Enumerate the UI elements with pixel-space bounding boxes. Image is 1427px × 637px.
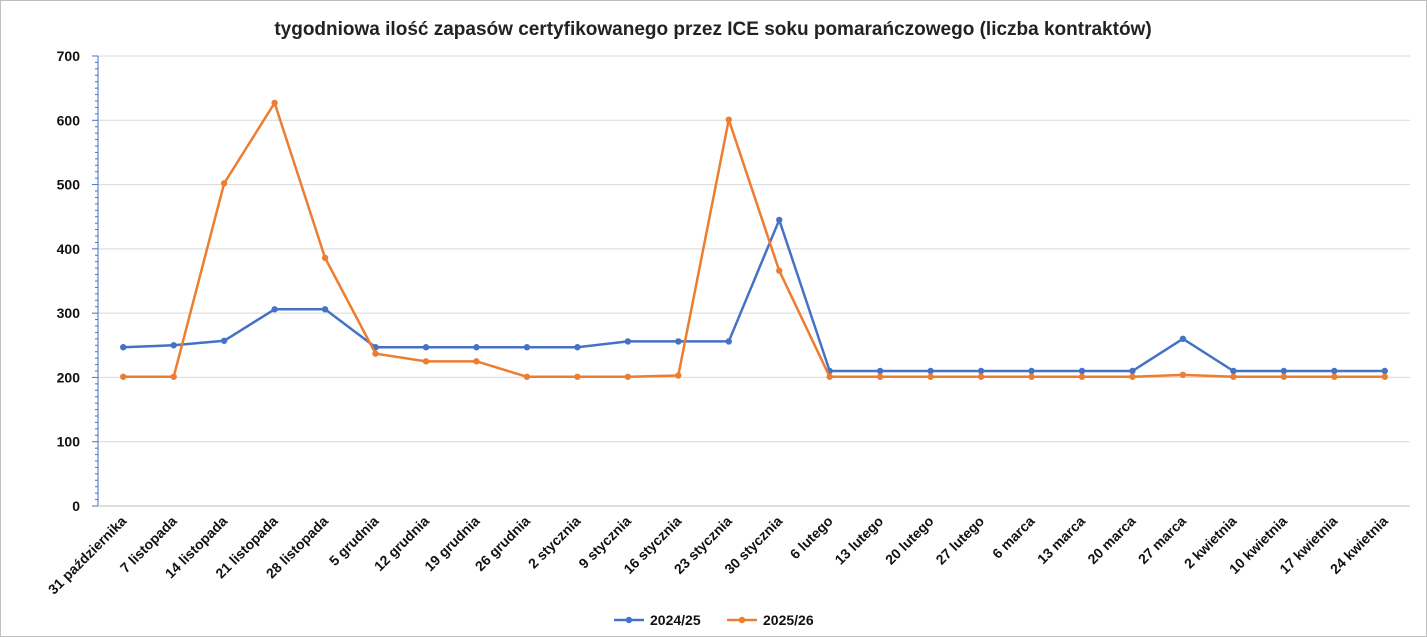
data-point [927, 373, 934, 380]
y-tick-label: 300 [57, 305, 81, 321]
data-point [321, 254, 329, 262]
x-tick-label: 2 stycznia [525, 513, 584, 572]
data-point [473, 358, 480, 365]
data-point [120, 373, 127, 380]
data-point [1179, 371, 1187, 379]
y-tick-label: 500 [57, 177, 81, 193]
data-point [473, 344, 480, 351]
legend-marker [738, 616, 746, 624]
data-point [523, 344, 531, 351]
data-point [372, 350, 379, 357]
series-layer [120, 99, 1388, 380]
data-point [574, 344, 581, 351]
legend-label: 2025/26 [763, 612, 814, 628]
data-point [422, 344, 430, 351]
data-point [624, 373, 632, 380]
x-tick-label: 20 lutego [882, 513, 937, 568]
data-point [1230, 367, 1237, 375]
x-tick-label: 20 marca [1084, 513, 1138, 567]
data-point [271, 306, 278, 313]
data-point [725, 116, 732, 123]
data-point [170, 342, 177, 349]
data-point [1381, 373, 1388, 380]
data-point [1280, 373, 1288, 380]
gridlines [98, 55, 1410, 443]
data-point [876, 373, 884, 380]
data-point [675, 338, 682, 345]
data-point [776, 216, 783, 224]
x-tick-label: 13 lutego [831, 513, 886, 568]
data-point [624, 338, 632, 345]
data-point [523, 373, 531, 380]
data-point [1331, 367, 1338, 375]
data-point [927, 367, 934, 375]
y-tick-label: 200 [57, 369, 81, 385]
data-point [1331, 373, 1338, 380]
y-tick-label: 0 [72, 498, 80, 514]
data-point [675, 372, 682, 379]
data-point [876, 367, 884, 375]
data-point [1179, 335, 1187, 343]
y-tick-label: 700 [57, 48, 81, 64]
data-point [422, 358, 430, 365]
data-point [826, 373, 833, 380]
data-point [120, 344, 127, 351]
data-point [1028, 367, 1035, 375]
data-point [220, 337, 228, 344]
legend-label: 2024/25 [650, 612, 701, 628]
series-1 [120, 216, 1388, 375]
legend: 2024/25 2025/26 [614, 612, 814, 628]
y-axis: 0 100 200 300 400 500 600 700 [57, 48, 99, 514]
data-point [220, 180, 228, 187]
x-tick-label: 26 grudnia [472, 513, 534, 575]
data-point [1129, 367, 1136, 375]
legend-item: 2025/26 [727, 612, 814, 628]
series-line [123, 218, 1385, 373]
data-point [170, 373, 177, 380]
data-point [1078, 367, 1086, 375]
data-point [1028, 373, 1035, 380]
series-2 [120, 99, 1388, 380]
data-point [1230, 373, 1237, 380]
y-tick-label: 400 [57, 241, 81, 257]
data-point [776, 267, 783, 274]
data-point [574, 373, 581, 380]
data-point [1078, 373, 1086, 380]
data-point [271, 99, 278, 107]
x-tick-label: 27 lutego [932, 513, 987, 568]
x-tick-label: 31 października [45, 513, 130, 598]
data-point [1280, 367, 1288, 375]
chart-title: tygodniowa ilość zapasów certyfikowanego… [274, 19, 1151, 40]
data-point [725, 338, 732, 345]
data-point [321, 306, 329, 313]
x-tick-label: 6 marca [989, 513, 1038, 562]
data-point [977, 367, 985, 375]
y-tick-label: 100 [57, 434, 81, 450]
series-line [123, 101, 1385, 379]
data-point [977, 373, 985, 380]
legend-marker [625, 616, 633, 624]
data-point [1129, 373, 1136, 380]
legend-item: 2024/25 [614, 612, 701, 628]
x-tick-label: 6 lutego [787, 513, 836, 562]
y-tick-label: 600 [57, 112, 81, 128]
data-point [1381, 367, 1388, 375]
x-tick-label: 13 marca [1034, 513, 1088, 567]
